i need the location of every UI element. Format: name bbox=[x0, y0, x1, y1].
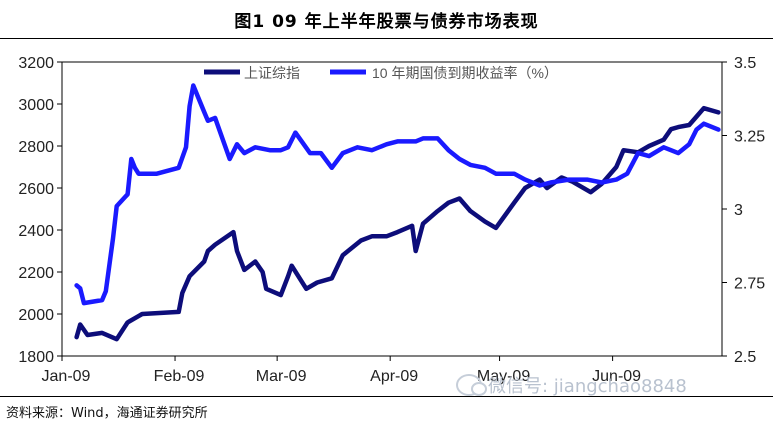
legend-label-bond: 10 年期国债到期收益率（%） bbox=[372, 65, 558, 81]
y-left-tick-label: 2200 bbox=[18, 265, 54, 282]
x-tick-label: Jun-09 bbox=[592, 368, 641, 385]
y-right-tick-label: 3.5 bbox=[734, 55, 756, 72]
y-left-tick-label: 3200 bbox=[18, 55, 54, 72]
watermark-text: 微信号: jiangchao8848 bbox=[488, 376, 687, 397]
legend: 上证综指 10 年期国债到期收益率（%） bbox=[204, 65, 558, 81]
y-left-tick-label: 2000 bbox=[18, 307, 54, 324]
legend-label-shanghai: 上证综指 bbox=[244, 65, 300, 81]
y-left-tick-label: 3000 bbox=[18, 97, 54, 114]
title-divider bbox=[0, 38, 773, 39]
wechat-icon bbox=[456, 374, 487, 396]
source-note: 资料来源：Wind，海通证券研究所 bbox=[6, 406, 208, 421]
y-right-tick-label: 3.25 bbox=[734, 129, 765, 146]
plot-area bbox=[61, 61, 723, 357]
x-tick-label: Apr-09 bbox=[370, 368, 418, 385]
y-right-tick-label: 3 bbox=[734, 202, 743, 219]
y-left-tick-label: 1800 bbox=[18, 349, 54, 366]
x-tick-label: May-09 bbox=[477, 368, 530, 385]
source-divider bbox=[0, 396, 773, 397]
watermark: 微信号: jiangchao8848 bbox=[456, 372, 687, 398]
y-left-tick-label: 2600 bbox=[18, 181, 54, 198]
page-title: 图1 09 年上半年股票与债券市场表现 bbox=[234, 11, 539, 32]
x-tick-label: Jan-09 bbox=[42, 368, 91, 385]
y-right-tick-label: 2.5 bbox=[734, 349, 756, 366]
dual-axis-line-chart: 1800 2000 2200 2400 2600 2800 3000 3200 2.5 2.75 3… bbox=[18, 55, 765, 385]
y-right-tick-label: 2.75 bbox=[734, 276, 765, 293]
y-left-tick-label: 2400 bbox=[18, 223, 54, 240]
x-tick-label: Mar-09 bbox=[256, 368, 307, 385]
x-tick-label: Feb-09 bbox=[154, 368, 205, 385]
y-left-tick-label: 2800 bbox=[18, 139, 54, 156]
